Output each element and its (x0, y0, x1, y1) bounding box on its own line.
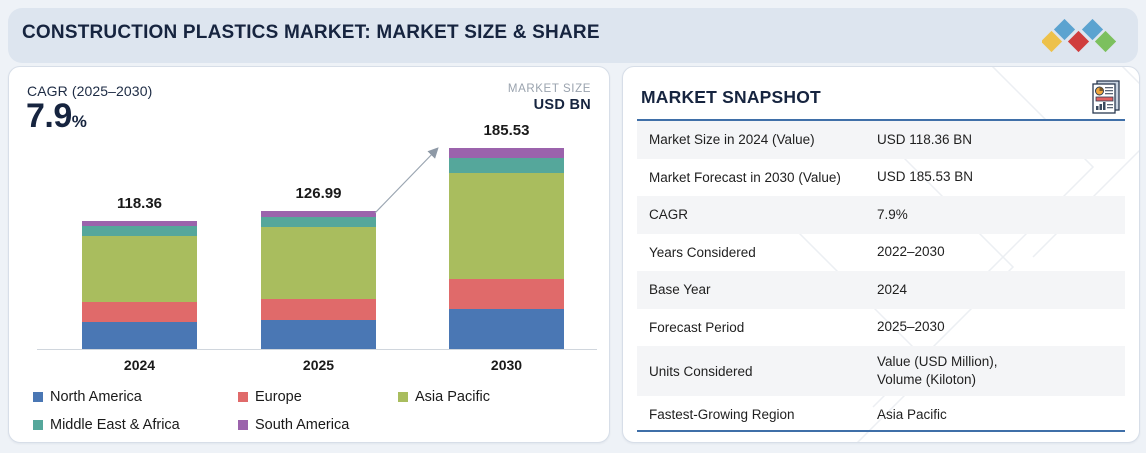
diamond-logo-icon (1042, 19, 1116, 53)
snapshot-row-value: USD 118.36 BN (877, 131, 973, 147)
bar-segment-europe (449, 279, 564, 309)
snapshot-row: Market Size in 2024 (Value) USD 118.36 BN (637, 121, 1125, 159)
snapshot-row: Fastest-Growing Region Asia Pacific (637, 396, 1125, 434)
cagr-percent-sign: % (71, 112, 87, 131)
market-snapshot-card: MARKET SNAPSHOT Market Size in 2024 (Val… (622, 66, 1140, 443)
bar-segment-middle-east-africa (82, 225, 197, 236)
snapshot-row: Base Year 2024 (637, 271, 1125, 309)
bar-segment-asia-pacific (449, 172, 564, 280)
bar-segment-asia-pacific (261, 226, 376, 300)
legend-item-europe[interactable]: Europe (238, 389, 398, 405)
snapshot-row-key: Fastest-Growing Region (649, 407, 795, 423)
legend-row-1: North America Europe Asia Pacific (33, 383, 593, 411)
bar-segment-europe (261, 299, 376, 321)
snapshot-row: Years Considered 2022–2030 (637, 234, 1125, 272)
legend-swatch-europe (238, 392, 248, 402)
snapshot-row-value: 2025–2030 (877, 319, 945, 335)
legend-label-north-america: North America (50, 389, 142, 405)
bar-segment-middle-east-africa (449, 157, 564, 173)
legend-item-south-america[interactable]: South America (238, 417, 398, 433)
snapshot-row: Forecast Period 2025–2030 (637, 309, 1125, 347)
legend-item-asia-pacific[interactable]: Asia Pacific (398, 389, 490, 405)
bar-segment-north-america (449, 308, 564, 349)
chart-legend: North America Europe Asia Pacific Middle… (33, 383, 593, 439)
bar-segment-south-america (82, 220, 197, 226)
snapshot-table: Market Size in 2024 (Value) USD 118.36 BN… (637, 121, 1125, 434)
bar-value-label-2025: 126.99 (295, 185, 342, 203)
snapshot-row: Units Considered Value (USD Million), Volu… (637, 346, 1125, 396)
legend-row-2: Middle East & Africa South America (33, 411, 593, 439)
bar-2024[interactable] (82, 220, 197, 349)
snapshot-row-key: CAGR (649, 207, 689, 223)
bar-segment-europe (82, 302, 197, 323)
bar-segment-south-america (261, 211, 376, 217)
market-size-unit: USD BN (533, 97, 591, 113)
stacked-bar-chart: 118.36 2024 126.99 2025 185.53 2030 (9, 67, 609, 442)
snapshot-row-value: USD 185.53 BN (877, 169, 974, 185)
snapshot-divider-top (637, 119, 1125, 121)
bar-segment-south-america (449, 148, 564, 158)
bar-value-label-2024: 118.36 (116, 194, 163, 212)
market-size-label: MARKET SIZE (507, 83, 591, 95)
chart-card: CAGR (2025–2030) 7.9% MARKET SIZE USD BN… (8, 66, 610, 443)
snapshot-row-key: Market Size in 2024 (Value) (649, 132, 815, 148)
legend-swatch-asia-pacific (398, 392, 408, 402)
report-document-icon (1092, 80, 1120, 114)
snapshot-row-key: Market Forecast in 2030 (Value) (649, 169, 841, 185)
header-bar: CONSTRUCTION PLASTICS MARKET: MARKET SIZ… (8, 8, 1138, 63)
cagr-value: 7.9% (26, 99, 87, 133)
x-axis-tick-2030: 2030 (490, 357, 523, 373)
legend-label-south-america: South America (255, 417, 350, 433)
legend-swatch-south-america (238, 420, 248, 430)
snapshot-row-value: Value (USD Million), Volume (Kiloton) (877, 353, 998, 387)
cagr-label: CAGR (2025–2030) (27, 83, 153, 99)
snapshot-row: CAGR 7.9% (637, 196, 1125, 234)
legend-item-north-america[interactable]: North America (33, 389, 238, 405)
bar-segment-north-america (82, 322, 197, 349)
bar-2030[interactable] (449, 148, 564, 349)
legend-item-middle-east-africa[interactable]: Middle East & Africa (33, 417, 238, 433)
legend-swatch-north-america (33, 392, 43, 402)
snapshot-row-value: 2024 (877, 281, 908, 297)
bar-value-label-2030: 185.53 (483, 122, 530, 139)
snapshot-row-value: 7.9% (877, 206, 908, 222)
snapshot-row-key: Base Year (649, 282, 711, 298)
snapshot-row-key: Years Considered (649, 244, 756, 260)
bar-segment-middle-east-africa (261, 216, 376, 227)
snapshot-row-value: Asia Pacific (877, 406, 947, 422)
snapshot-row-key: Units Considered (649, 363, 753, 379)
snapshot-row: Market Forecast in 2030 (Value) USD 185.5… (637, 159, 1125, 197)
legend-swatch-middle-east-africa (33, 420, 43, 430)
snapshot-title: MARKET SNAPSHOT (641, 87, 821, 107)
chart-baseline-axis (37, 349, 597, 350)
legend-label-middle-east-africa: Middle East & Africa (50, 417, 180, 433)
legend-label-europe: Europe (255, 389, 302, 405)
cagr-number: 7.9 (26, 97, 72, 135)
snapshot-row-value: 2022–2030 (877, 244, 945, 260)
x-axis-tick-2024: 2024 (123, 357, 156, 373)
snapshot-row-key: Forecast Period (649, 319, 745, 335)
legend-label-asia-pacific: Asia Pacific (415, 389, 490, 405)
bar-segment-asia-pacific (82, 235, 197, 303)
bar-2025[interactable] (261, 211, 376, 349)
page-title: CONSTRUCTION PLASTICS MARKET: MARKET SIZ… (22, 22, 600, 43)
x-axis-tick-2025: 2025 (302, 357, 335, 373)
bar-segment-north-america (261, 320, 376, 349)
snapshot-divider-bottom (637, 430, 1125, 432)
